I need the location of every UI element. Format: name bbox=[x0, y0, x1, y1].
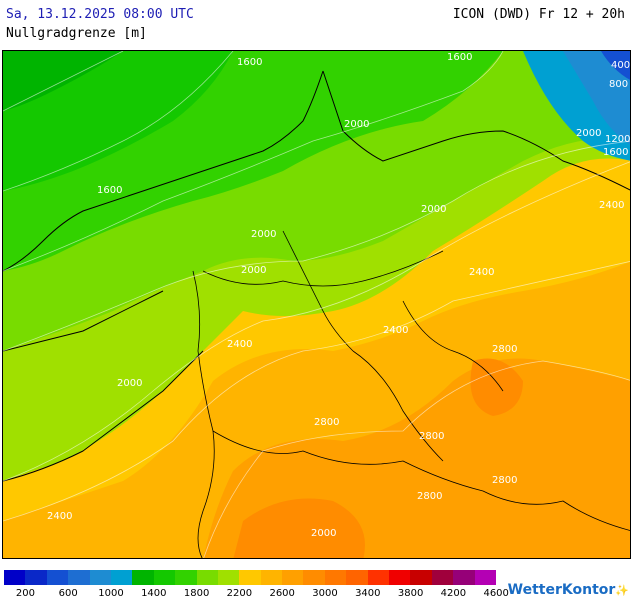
contour-label: 1200 bbox=[605, 134, 630, 145]
contour-label: 2800 bbox=[314, 417, 339, 428]
legend-tick-label: 4600 bbox=[483, 588, 509, 599]
legend-swatch bbox=[46, 570, 69, 585]
contour-label: 2800 bbox=[492, 475, 517, 486]
legend-swatch bbox=[410, 570, 432, 585]
legend-swatch bbox=[239, 570, 261, 585]
model-run-label: ICON (DWD) Fr 12 + 20h bbox=[452, 7, 625, 22]
contour-label: 2000 bbox=[421, 204, 446, 215]
legend-swatch bbox=[324, 570, 347, 585]
contour-labels: 1600 1600 1600 400 800 1200 1600 2000 20… bbox=[47, 52, 630, 539]
country-borders bbox=[192, 230, 630, 558]
color-legend bbox=[4, 570, 496, 586]
contour-label: 2000 bbox=[311, 528, 336, 539]
legend-tick-label: 200 bbox=[15, 588, 35, 599]
contour-label: 2400 bbox=[47, 511, 72, 522]
legend-swatch bbox=[132, 570, 154, 585]
legend-swatch bbox=[25, 570, 47, 585]
wetterkontor-logo[interactable]: WetterKontor✨ bbox=[508, 582, 629, 598]
contour-label: 2400 bbox=[599, 200, 624, 211]
contour-label: 1600 bbox=[97, 185, 122, 196]
legend-swatch bbox=[260, 570, 283, 585]
contour-label: 2400 bbox=[383, 325, 408, 336]
zone-coldest-ne bbox=[601, 51, 630, 80]
legend-swatch bbox=[175, 570, 197, 585]
contour-label: 2800 bbox=[419, 431, 444, 442]
legend-swatch bbox=[474, 570, 496, 585]
contour-label: 2800 bbox=[492, 344, 517, 355]
legend-swatch bbox=[153, 570, 176, 585]
legend-swatch bbox=[196, 570, 218, 585]
contour-label: 800 bbox=[609, 79, 628, 90]
contour-label: 2000 bbox=[241, 265, 266, 276]
legend-swatch bbox=[389, 570, 411, 585]
contour-label: 2400 bbox=[227, 339, 252, 350]
legend-swatch bbox=[282, 570, 304, 585]
legend-tick-label: 1800 bbox=[183, 588, 210, 599]
contour-label: 2000 bbox=[344, 119, 369, 130]
legend-tick-label: 3000 bbox=[312, 588, 338, 599]
legend-swatch bbox=[367, 570, 390, 585]
zone-colder-ne bbox=[563, 51, 630, 145]
contour-label: 2400 bbox=[469, 267, 494, 278]
legend-swatch bbox=[453, 570, 475, 585]
freezing-level-map: 1600 1600 1600 400 800 1200 1600 2000 20… bbox=[2, 50, 631, 559]
zone-3000-high bbox=[470, 358, 523, 416]
legend-tick-label: 1000 bbox=[98, 588, 124, 599]
contour-lines bbox=[3, 51, 630, 558]
legend-swatch bbox=[346, 570, 368, 585]
coastlines bbox=[3, 70, 630, 482]
legend-tick-label: 4200 bbox=[440, 588, 467, 599]
contour-label: 1600 bbox=[447, 52, 472, 63]
legend-swatch bbox=[217, 570, 240, 585]
contour-label: 2000 bbox=[117, 378, 142, 389]
map-timestamp: Sa, 13.12.2025 08:00 UTC bbox=[6, 7, 194, 22]
contour-label: 1600 bbox=[603, 147, 628, 158]
zone-alps-high bbox=[233, 498, 365, 558]
legend-tick-label: 3400 bbox=[355, 588, 381, 599]
legend-tick-label: 1400 bbox=[141, 588, 167, 599]
legend-tick-label: 2600 bbox=[269, 588, 295, 599]
contour-label: 2000 bbox=[251, 229, 276, 240]
logo-mark-icon: ✨ bbox=[615, 584, 629, 597]
legend-swatch bbox=[68, 570, 90, 585]
contour-label: 1600 bbox=[237, 57, 262, 68]
legend-swatch bbox=[4, 570, 26, 585]
legend-ticks: 200 600 1000 1400 1800 2200 2600 3000 3400 3800 42… bbox=[4, 588, 516, 600]
map-canvas: 1600 1600 1600 400 800 1200 1600 2000 20… bbox=[3, 51, 630, 558]
contour-label: 400 bbox=[611, 60, 630, 71]
legend-swatch bbox=[89, 570, 111, 585]
logo-text: WetterKontor bbox=[507, 582, 616, 598]
legend-swatch bbox=[303, 570, 325, 585]
legend-swatch bbox=[431, 570, 454, 585]
legend-tick-label: 600 bbox=[58, 588, 78, 599]
legend-tick-label: 2200 bbox=[226, 588, 253, 599]
parameter-label: Nullgradgrenze [m] bbox=[6, 26, 147, 41]
contour-label: 2800 bbox=[417, 491, 442, 502]
legend-tick-label: 3800 bbox=[397, 588, 424, 599]
legend-swatch bbox=[110, 570, 133, 585]
contour-label: 2000 bbox=[576, 128, 601, 139]
